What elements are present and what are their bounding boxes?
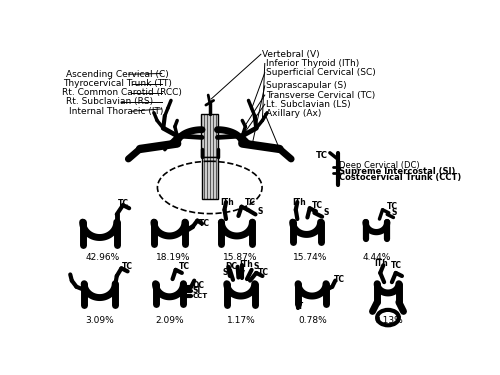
Text: Rt. Common Carotid (RCC): Rt. Common Carotid (RCC) (62, 88, 182, 97)
Text: ITh: ITh (220, 198, 234, 207)
Text: ITh: ITh (374, 259, 388, 268)
Text: ITh: ITh (239, 260, 253, 269)
Text: 2.09%: 2.09% (156, 316, 184, 325)
Text: TC: TC (312, 201, 323, 210)
Text: S: S (253, 262, 258, 271)
Text: Costocervical Trunk (CCT): Costocervical Trunk (CCT) (339, 173, 462, 182)
Text: 15.74%: 15.74% (292, 253, 327, 262)
Text: V: V (239, 270, 245, 279)
FancyBboxPatch shape (201, 114, 218, 157)
Text: Vertebral (V): Vertebral (V) (262, 50, 320, 59)
Text: Superficial Cervical (SC): Superficial Cervical (SC) (266, 68, 376, 77)
Text: TC: TC (258, 268, 269, 278)
Text: TC: TC (316, 151, 328, 160)
FancyBboxPatch shape (202, 157, 218, 199)
Text: Thyrocervical Trunk (TT): Thyrocervical Trunk (TT) (64, 79, 172, 88)
Text: 1.17%: 1.17% (227, 316, 256, 325)
Text: TC: TC (387, 202, 398, 211)
Text: Supreme Intercostal (SI): Supreme Intercostal (SI) (339, 167, 456, 176)
Text: S: S (257, 207, 262, 216)
Text: S: S (324, 209, 329, 218)
Text: 4.44%: 4.44% (362, 253, 391, 262)
Text: Lt. Subclavian (LS): Lt. Subclavian (LS) (266, 100, 351, 109)
Text: SI: SI (192, 286, 201, 295)
Text: Internal Thoracic (IT): Internal Thoracic (IT) (68, 107, 163, 116)
Text: S: S (392, 209, 397, 218)
Text: Axillary (Ax): Axillary (Ax) (266, 109, 322, 118)
Text: 42.96%: 42.96% (86, 253, 120, 262)
Text: 15.87%: 15.87% (223, 253, 258, 262)
Text: TC: TC (118, 199, 130, 208)
Text: 18.19%: 18.19% (156, 253, 190, 262)
Text: 0.13%: 0.13% (374, 316, 403, 325)
Text: Deep Cervical (DC): Deep Cervical (DC) (339, 160, 420, 170)
Text: Suprascapular (S): Suprascapular (S) (266, 81, 347, 90)
Text: DC: DC (192, 281, 204, 290)
Text: 0.78%: 0.78% (298, 316, 327, 325)
Text: Ascending Cervical (C): Ascending Cervical (C) (66, 70, 168, 79)
Text: Rt. Subclavian (RS): Rt. Subclavian (RS) (66, 98, 154, 106)
Text: DC: DC (225, 262, 237, 271)
Text: Transverse Cervical (TC): Transverse Cervical (TC) (266, 90, 376, 99)
Text: CCT: CCT (192, 293, 208, 299)
Text: TC: TC (391, 261, 402, 270)
Text: TC: TC (244, 198, 256, 207)
Text: 3.09%: 3.09% (86, 316, 115, 325)
Text: Inferior Thyroid (ITh): Inferior Thyroid (ITh) (266, 59, 360, 68)
Text: TC: TC (334, 274, 345, 284)
Text: TC: TC (122, 262, 132, 271)
Text: SI: SI (222, 268, 230, 278)
Text: IT: IT (295, 302, 303, 311)
Text: TC: TC (179, 262, 190, 271)
Text: TC: TC (199, 219, 210, 228)
Text: ITh: ITh (292, 198, 306, 207)
